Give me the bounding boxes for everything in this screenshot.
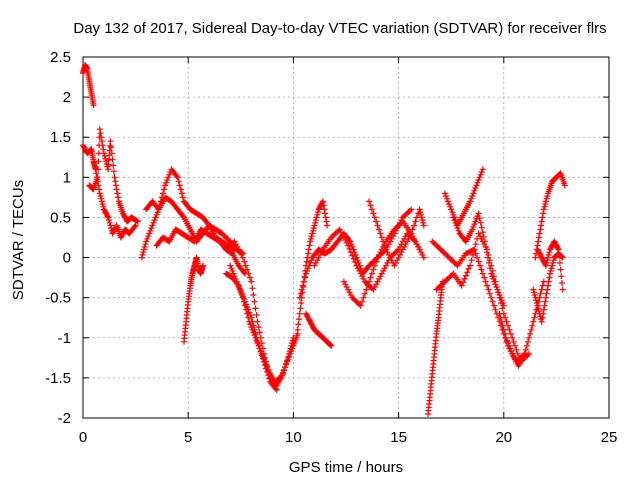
y-tick-label: -2: [58, 410, 71, 427]
plus-markers: [366, 198, 427, 269]
plus-markers: [532, 170, 568, 261]
y-axis-label: SDTVAR / TECUs: [10, 180, 27, 300]
y-tick-label: 0.5: [50, 209, 71, 226]
x-tick-label: 25: [601, 429, 618, 446]
y-tick-label: 2.5: [50, 49, 71, 66]
series-track-y: [534, 238, 566, 293]
y-tick-label: 0: [63, 250, 71, 267]
series-track-p: [366, 198, 427, 269]
x-tick-label: 10: [285, 429, 302, 446]
plus-markers: [496, 278, 547, 369]
plus-markers: [223, 270, 280, 393]
y-tick-label: -0.5: [45, 290, 71, 307]
x-axis-label: GPS time / hours: [289, 459, 403, 476]
axis-ticks: 0 5 10 15 20 25 -2 -1.5 -1 -0.5 0 0.5 1 1.5 2 2.5: [45, 49, 617, 446]
y-tick-label: 1: [63, 169, 71, 186]
plus-markers: [340, 218, 423, 309]
chart-title: Day 132 of 2017, Sidereal Day-to-day VTE…: [73, 20, 606, 37]
x-tick-label: 15: [390, 429, 407, 446]
series-track-q: [425, 278, 446, 417]
plus-markers: [303, 310, 335, 349]
x-tick-label: 0: [79, 429, 87, 446]
plus-markers: [534, 238, 566, 293]
series-track-b: [80, 62, 97, 109]
x-tick-label: 5: [184, 429, 192, 446]
series-track-f: [181, 254, 206, 345]
series-track-v: [496, 278, 547, 369]
series-track-i: [227, 262, 301, 385]
data-points: [80, 62, 568, 417]
series-track-w: [532, 170, 568, 261]
series-track-j: [223, 270, 280, 393]
x-tick-label: 20: [495, 429, 512, 446]
y-tick-label: 2: [63, 89, 71, 106]
series-track-u: [450, 210, 507, 309]
plus-markers: [227, 262, 301, 385]
plus-markers: [425, 278, 446, 417]
series-track-c: [86, 126, 141, 225]
plus-markers: [181, 254, 206, 345]
plus-markers: [86, 126, 141, 225]
y-tick-label: -1.5: [45, 370, 71, 387]
series-track-o: [340, 218, 423, 309]
y-tick-label: -1: [58, 330, 71, 347]
y-tick-label: 1.5: [50, 129, 71, 146]
series-track-m: [303, 310, 335, 349]
plot-frame: [82, 56, 610, 419]
plus-markers: [450, 210, 507, 309]
plus-markers: [80, 62, 97, 109]
